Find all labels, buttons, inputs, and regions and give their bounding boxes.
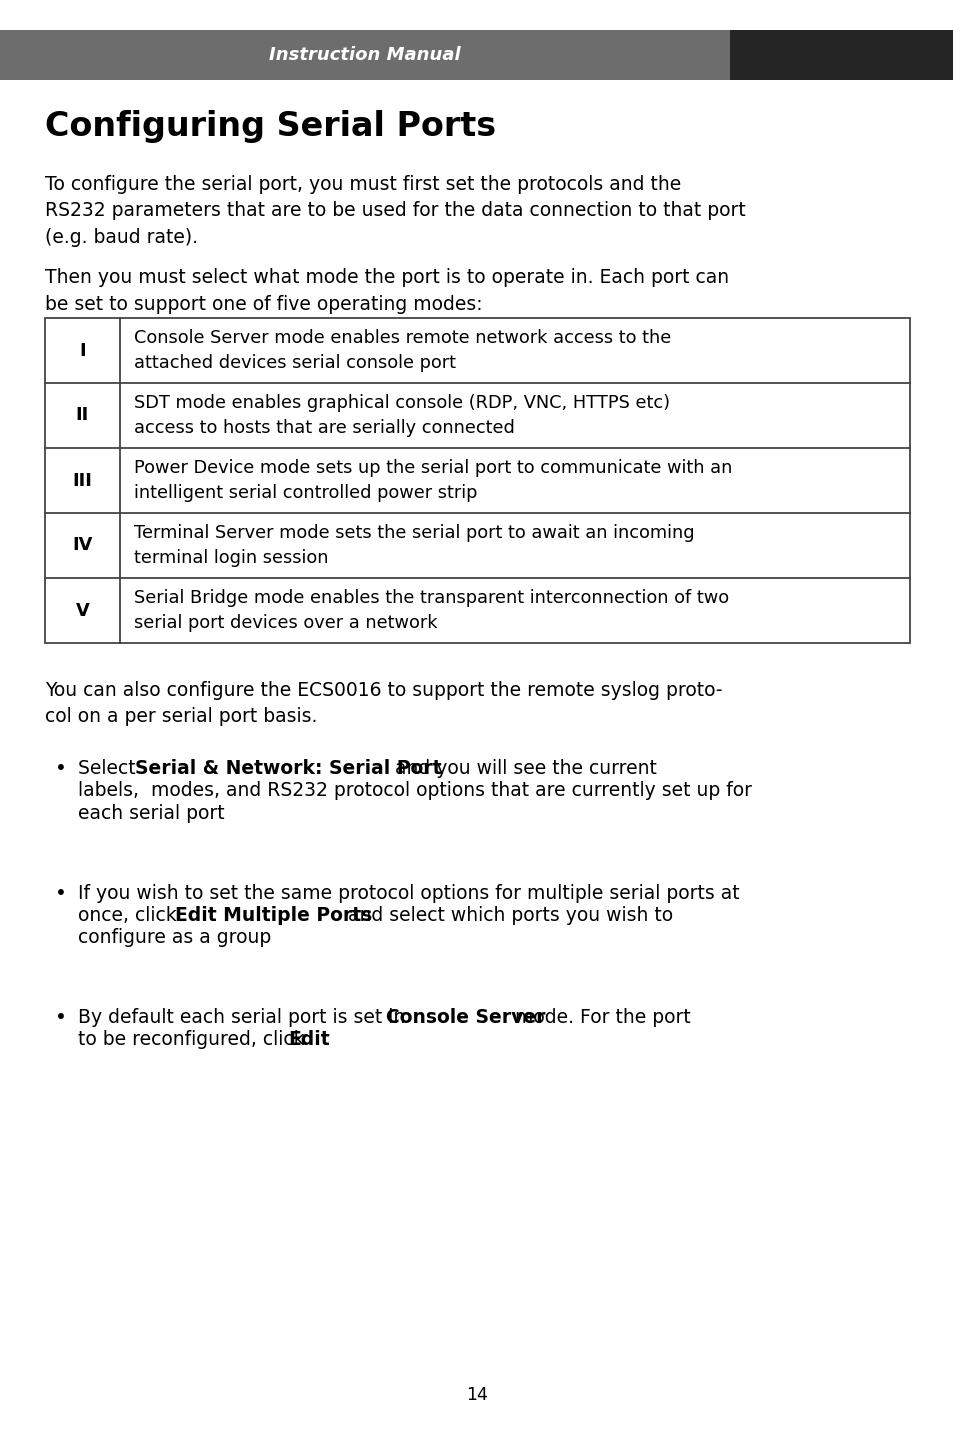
- Bar: [729, 30, 953, 80]
- Text: III: III: [72, 471, 92, 489]
- Bar: [0, 30, 729, 80]
- Text: once, click: once, click: [78, 906, 183, 924]
- Text: If you wish to set the same protocol options for multiple serial ports at: If you wish to set the same protocol opt…: [78, 883, 739, 903]
- Text: By default each serial port is set in: By default each serial port is set in: [78, 1007, 411, 1027]
- Text: Select: Select: [78, 758, 141, 778]
- Text: Serial & Network: Serial Port: Serial & Network: Serial Port: [134, 758, 440, 778]
- Text: Console Server mode enables remote network access to the
attached devices serial: Console Server mode enables remote netwo…: [133, 329, 671, 372]
- Text: •: •: [55, 883, 67, 903]
- Text: Terminal Server mode sets the serial port to await an incoming
terminal login se: Terminal Server mode sets the serial por…: [133, 524, 694, 567]
- Text: Edit Multiple Ports: Edit Multiple Ports: [175, 906, 372, 924]
- Text: Then you must select what mode the port is to operate in. Each port can
be set t: Then you must select what mode the port …: [45, 268, 728, 313]
- Text: Console Server: Console Server: [385, 1007, 545, 1027]
- Text: configure as a group: configure as a group: [78, 929, 271, 947]
- Text: •: •: [55, 1007, 67, 1027]
- Text: II: II: [76, 406, 89, 425]
- Text: You can also configure the ECS0016 to support the remote syslog proto-
col on a : You can also configure the ECS0016 to su…: [45, 681, 721, 727]
- Text: to be reconfigured, click: to be reconfigured, click: [78, 1030, 311, 1049]
- Text: I: I: [79, 342, 86, 359]
- Text: Configuring Serial Ports: Configuring Serial Ports: [45, 110, 496, 143]
- Text: To configure the serial port, you must first set the protocols and the
RS232 par: To configure the serial port, you must f…: [45, 175, 745, 248]
- Text: SDT mode enables graphical console (RDP, VNC, HTTPS etc)
access to hosts that ar: SDT mode enables graphical console (RDP,…: [133, 395, 669, 436]
- Text: Power Device mode sets up the serial port to communicate with an
intelligent ser: Power Device mode sets up the serial por…: [133, 459, 732, 502]
- Text: IV: IV: [72, 537, 92, 554]
- Text: and select which ports you wish to: and select which ports you wish to: [341, 906, 673, 924]
- Text: Serial Bridge mode enables the transparent interconnection of two
serial port de: Serial Bridge mode enables the transpare…: [133, 590, 728, 631]
- Text: 14: 14: [466, 1387, 487, 1404]
- Text: each serial port: each serial port: [78, 804, 224, 823]
- Text: V: V: [75, 601, 90, 620]
- Text: Edit: Edit: [289, 1030, 330, 1049]
- Text: Instruction Manual: Instruction Manual: [269, 46, 460, 64]
- Text: and you will see the current: and you will see the current: [389, 758, 657, 778]
- Text: labels,  modes, and RS232 protocol options that are currently set up for: labels, modes, and RS232 protocol option…: [78, 781, 751, 800]
- Text: •: •: [55, 758, 67, 778]
- Bar: [45, 318, 909, 643]
- Text: mode. For the port: mode. For the port: [508, 1007, 690, 1027]
